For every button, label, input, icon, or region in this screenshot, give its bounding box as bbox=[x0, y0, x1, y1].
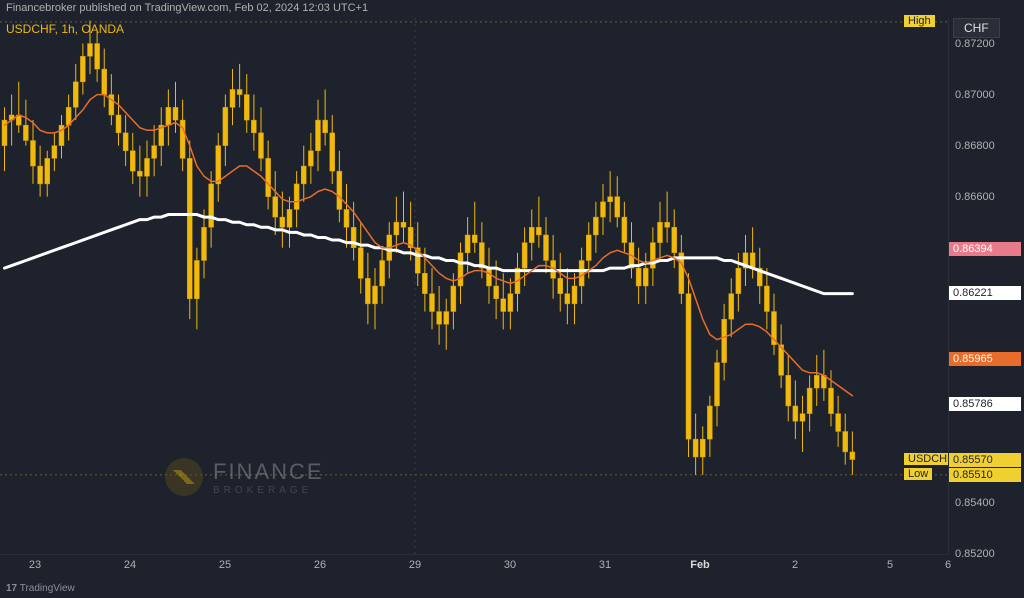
x-tick: 24 bbox=[124, 559, 136, 571]
tradingview-logo: 17 TradingView bbox=[6, 583, 75, 594]
chart-svg bbox=[0, 18, 948, 554]
watermark-sub: BROKERAGE bbox=[213, 485, 324, 496]
watermark-title: FINANCE bbox=[213, 459, 324, 485]
x-tick: 5 bbox=[887, 559, 893, 571]
low-tag: Low bbox=[904, 468, 932, 480]
y-tick: 0.87000 bbox=[955, 89, 995, 101]
finance-logo-icon bbox=[165, 458, 203, 496]
y-tick: 0.87200 bbox=[955, 38, 995, 50]
x-tick: 25 bbox=[219, 559, 231, 571]
y-tick: 0.86600 bbox=[955, 191, 995, 203]
price-tag: 0.86221 bbox=[949, 286, 1021, 300]
watermark: FINANCE BROKERAGE bbox=[165, 458, 324, 496]
x-tick: 31 bbox=[599, 559, 611, 571]
price-tag: 0.85786 bbox=[949, 397, 1021, 411]
price-tag: 0.85965 bbox=[949, 352, 1021, 366]
y-axis: 0.872000.870000.868000.866000.854000.852… bbox=[948, 18, 1024, 554]
chart-area[interactable]: FINANCE BROKERAGE HighUSDCHFLow bbox=[0, 18, 948, 554]
price-tag: 0.85570 bbox=[949, 453, 1021, 467]
y-tick: 0.85200 bbox=[955, 548, 995, 560]
x-axis: 23242526293031Feb256 bbox=[0, 554, 948, 577]
x-tick: 6 bbox=[945, 559, 951, 571]
x-tick: 30 bbox=[504, 559, 516, 571]
x-tick: Feb bbox=[690, 559, 710, 571]
currency-tag: CHF bbox=[953, 18, 1000, 38]
price-tag: 0.85510 bbox=[949, 468, 1021, 482]
x-tick: 2 bbox=[792, 559, 798, 571]
y-tick: 0.86800 bbox=[955, 140, 995, 152]
high-tag: High bbox=[904, 15, 935, 27]
y-tick: 0.85400 bbox=[955, 497, 995, 509]
x-tick: 29 bbox=[409, 559, 421, 571]
x-tick: 26 bbox=[314, 559, 326, 571]
publish-header: Financebroker published on TradingView.c… bbox=[6, 2, 368, 14]
price-tag: 0.86394 bbox=[949, 242, 1021, 256]
x-tick: 23 bbox=[29, 559, 41, 571]
